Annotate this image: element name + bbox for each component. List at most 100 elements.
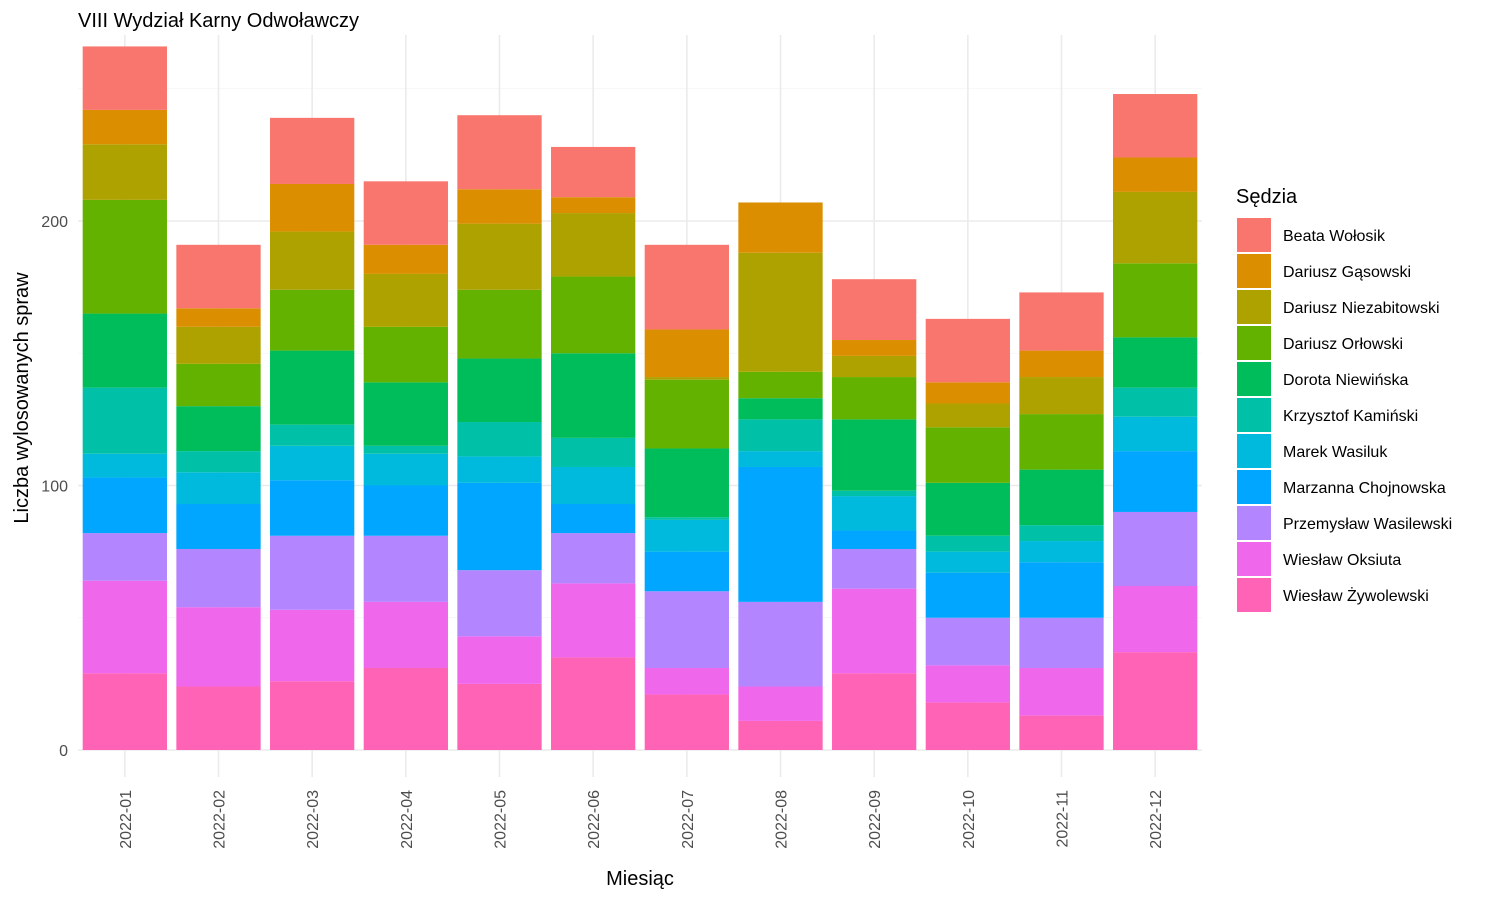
legend-swatch [1237, 506, 1271, 540]
bar-segment [832, 355, 917, 378]
bar-segment [457, 115, 542, 190]
x-axis-ticks: 2022-01 2022-02 2022-03 2022-04 2022-05 2022-… [118, 790, 1165, 849]
bar-segment [925, 403, 1010, 428]
legend-label: Marzanna Chojnowska [1283, 480, 1446, 497]
bar-segment [176, 308, 261, 327]
x-tick-label: 2022-01 [118, 790, 135, 849]
bar-segment [1019, 715, 1104, 750]
bar-segment [270, 350, 355, 425]
bar-segment [551, 533, 636, 584]
bar-segment [925, 427, 1010, 483]
legend-label: Przemysław Wasilewski [1283, 516, 1452, 533]
bar-segment [82, 673, 167, 750]
x-tick-label: 2022-05 [493, 790, 510, 849]
bar-segment [551, 504, 636, 534]
bars [82, 46, 1198, 750]
bar-segment [925, 551, 1010, 573]
bar-segment [551, 466, 636, 505]
bar-segment [1113, 157, 1198, 192]
bar-segment [925, 535, 1010, 552]
bar-segment [644, 377, 729, 380]
bar-segment [82, 313, 167, 388]
bar-segment [1019, 525, 1104, 542]
bar-segment [176, 607, 261, 687]
x-tick-label: 2022-03 [305, 790, 322, 849]
y-tick-label: 200 [41, 214, 68, 231]
bar-segment [551, 437, 636, 467]
bar-segment [925, 382, 1010, 404]
y-tick-label: 0 [59, 743, 68, 760]
bar-segment [1113, 451, 1198, 512]
bar-segment [738, 371, 823, 399]
x-tick-label: 2022-07 [680, 790, 697, 849]
bar-segment [1019, 350, 1104, 378]
bar-segment [270, 424, 355, 446]
bar-segment [832, 548, 917, 589]
bar-segment [738, 202, 823, 253]
bar-segment [82, 144, 167, 200]
bar-segment [176, 472, 261, 505]
bar-segment [176, 686, 261, 750]
bar-segment [270, 535, 355, 610]
bar-segment [82, 387, 167, 454]
x-tick-label: 2022-06 [586, 790, 603, 849]
bar-segment [738, 720, 823, 750]
bar-segment [644, 694, 729, 750]
bar-segment [925, 482, 1010, 536]
legend-swatch [1237, 254, 1271, 288]
bar-segment [270, 480, 355, 536]
y-axis-title: Liczba wylosowanych spraw [11, 272, 33, 524]
bar-segment [82, 533, 167, 581]
bar-segment [738, 419, 823, 452]
bar-segment [363, 485, 448, 536]
bar-segment [82, 109, 167, 145]
x-tick-label: 2022-12 [1148, 790, 1165, 849]
legend-label: Marek Wasiluk [1283, 444, 1388, 461]
bar-segment [832, 496, 917, 531]
bar-segment [457, 636, 542, 684]
legend-swatch [1237, 542, 1271, 576]
legend-swatch [1237, 362, 1271, 396]
bar-segment [644, 448, 729, 518]
bar-segment [644, 591, 729, 669]
bar-segment [551, 353, 636, 438]
bar-segment [1113, 337, 1198, 388]
legend-swatch [1237, 398, 1271, 432]
bar-segment [1113, 586, 1198, 653]
bar-segment [738, 601, 823, 687]
bar-segment [1019, 292, 1104, 351]
legend-label: Dorota Niewińska [1283, 372, 1408, 389]
bar-segment [1019, 469, 1104, 526]
bar-segment [457, 683, 542, 750]
bar-segment [644, 517, 729, 520]
legend-title: Sędzia [1236, 186, 1298, 208]
bar-segment [925, 665, 1010, 703]
bar-segment [176, 326, 261, 364]
bar-segment [176, 244, 261, 309]
bar-segment [738, 451, 823, 467]
bar-segment [644, 551, 729, 592]
bar-segment [457, 482, 542, 571]
bar-segment [270, 183, 355, 232]
bar-segment [363, 273, 448, 327]
bar-segment [270, 231, 355, 290]
bar-segment [363, 601, 448, 669]
x-tick-label: 2022-02 [212, 790, 229, 849]
bar-segment [1113, 191, 1198, 264]
bar-segment [82, 580, 167, 674]
bar-segment [176, 363, 261, 407]
bar-segment [1019, 617, 1104, 669]
bar-segment [832, 340, 917, 356]
bar-segment [738, 466, 823, 602]
bar-segment [551, 146, 636, 198]
bar-segment [363, 326, 448, 383]
legend-label: Wiesław Żywolewski [1283, 586, 1429, 605]
bar-segment [832, 490, 917, 497]
bar-segment [176, 406, 261, 452]
legend-swatch [1237, 326, 1271, 360]
bar-segment [925, 617, 1010, 666]
bar-segment [1113, 94, 1198, 158]
bar-segment [1019, 668, 1104, 716]
bar-segment [832, 673, 917, 750]
bar-segment [832, 530, 917, 549]
